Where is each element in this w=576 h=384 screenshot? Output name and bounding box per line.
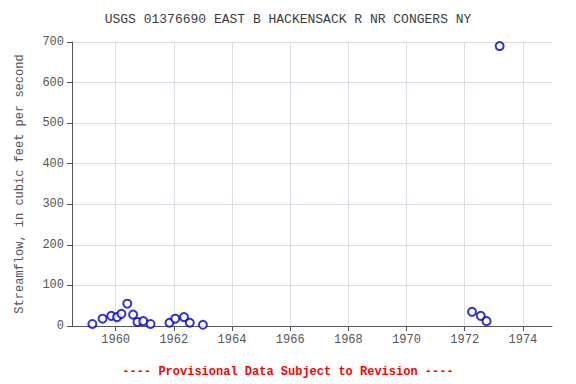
svg-text:100: 100: [42, 278, 64, 292]
svg-text:1972: 1972: [450, 333, 479, 347]
svg-text:1962: 1962: [159, 333, 188, 347]
svg-text:400: 400: [42, 157, 64, 171]
svg-text:300: 300: [42, 197, 64, 211]
svg-text:USGS 01376690 EAST B HACKENSAC: USGS 01376690 EAST B HACKENSACK R NR CON…: [105, 12, 472, 27]
svg-text:200: 200: [42, 238, 64, 252]
svg-text:1970: 1970: [392, 333, 421, 347]
svg-text:500: 500: [42, 116, 64, 130]
svg-text:---- Provisional Data Subject: ---- Provisional Data Subject to Revisio…: [122, 365, 453, 379]
svg-text:1966: 1966: [276, 333, 305, 347]
svg-text:600: 600: [42, 76, 64, 90]
svg-text:1968: 1968: [334, 333, 363, 347]
svg-text:1960: 1960: [101, 333, 130, 347]
svg-text:1964: 1964: [218, 333, 247, 347]
svg-text:Streamflow, in cubic feet per: Streamflow, in cubic feet per second: [13, 54, 27, 313]
svg-text:700: 700: [42, 35, 64, 49]
svg-text:0: 0: [57, 319, 64, 333]
svg-text:1974: 1974: [509, 333, 538, 347]
